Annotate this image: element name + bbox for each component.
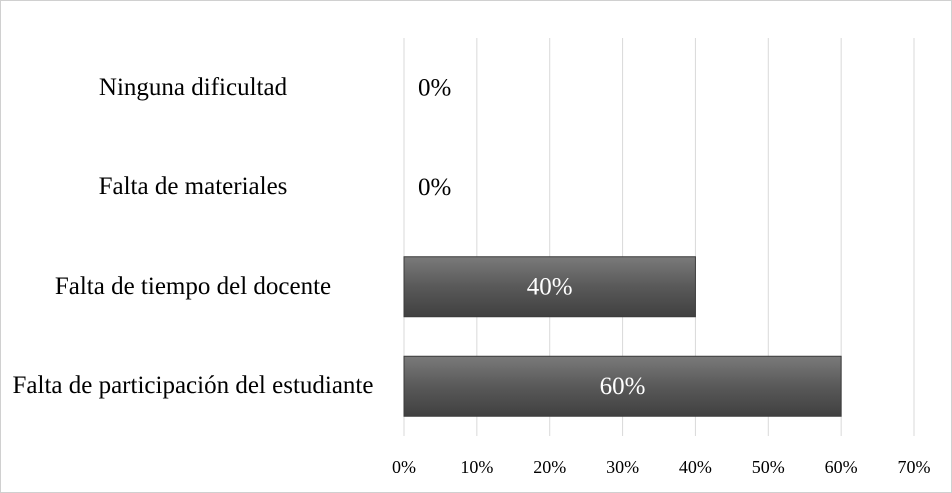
y-tick-label: Ninguna dificultad xyxy=(98,73,288,101)
bar xyxy=(403,256,696,318)
x-tick-label: 30% xyxy=(606,457,639,477)
y-tick-label: Falta de materiales xyxy=(98,173,288,201)
x-tick-label: 50% xyxy=(752,457,785,477)
x-tick-label: 60% xyxy=(825,457,858,477)
x-tick-label: 70% xyxy=(898,457,931,477)
x-tick-label: 0% xyxy=(392,457,416,477)
y-tick-label: Falta de tiempo del docente xyxy=(54,272,332,300)
data-label: 60% xyxy=(600,373,646,400)
data-label: 0% xyxy=(418,74,451,101)
y-tick-label: Falta de participación del estudiante xyxy=(12,372,374,400)
x-tick-label: 10% xyxy=(460,457,493,477)
data-label: 40% xyxy=(527,273,573,300)
x-tick-label: 40% xyxy=(679,457,712,477)
bar xyxy=(403,355,842,417)
data-label: 0% xyxy=(418,174,451,201)
x-tick-label: 20% xyxy=(533,457,566,477)
